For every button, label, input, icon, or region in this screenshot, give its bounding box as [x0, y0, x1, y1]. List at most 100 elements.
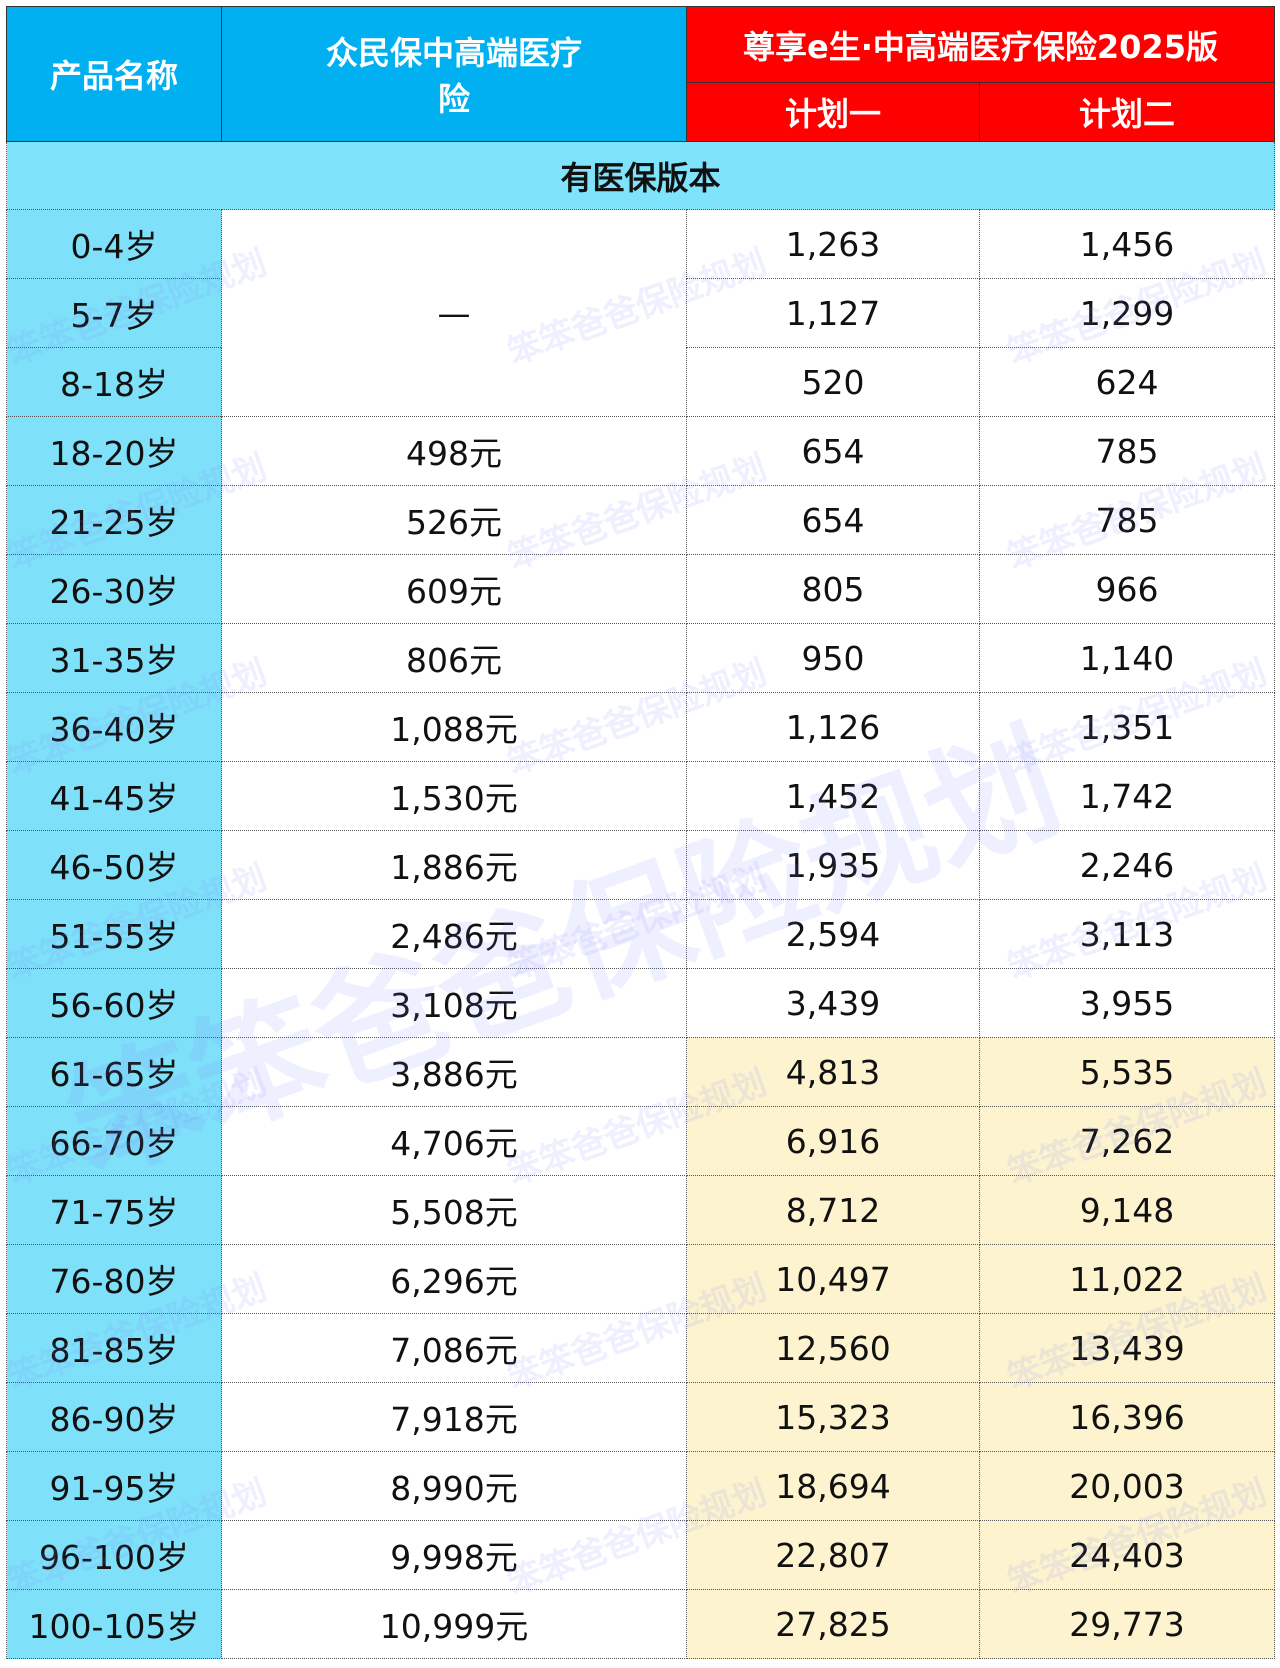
cell: 51-55岁 [6, 899, 222, 969]
cell: 805 [686, 554, 980, 624]
cell: 20,003 [979, 1451, 1275, 1521]
row: 0-4岁 —1,263 1,456 [6, 209, 1275, 417]
cell: 15,323 [686, 1382, 980, 1452]
cell: 1,351 [979, 692, 1275, 762]
cell: 1,088元 [221, 692, 687, 762]
cell: 806元 [221, 623, 687, 693]
cell: 66-70岁 [6, 1106, 222, 1176]
cell: 5,508元 [221, 1175, 687, 1245]
cell: 654 [686, 416, 980, 486]
section-title: 有医保版本 [6, 141, 1275, 210]
cell: — [221, 209, 687, 417]
cell: 654 [686, 485, 980, 555]
row: 71-75岁 5,508元 8,712 9,148 [6, 1175, 1275, 1245]
cell: 31-35岁 [6, 623, 222, 693]
cell: 16,396 [979, 1382, 1275, 1452]
cell: 3,108元 [221, 968, 687, 1038]
row: 18-20岁 498元 654 785 [6, 416, 1275, 486]
header-cell: 众民保中高端医疗险 [221, 6, 687, 142]
cell: 0-4岁 [6, 209, 222, 279]
header-cell: 尊享e生·中高端医疗保险2025版 [686, 6, 1275, 83]
cell: 61-65岁 [6, 1037, 222, 1107]
row: 51-55岁 2,486元 2,594 3,113 [6, 899, 1275, 969]
cell: 29,773 [979, 1589, 1275, 1659]
cell: 18,694 [686, 1451, 980, 1521]
cell: 5,535 [979, 1037, 1275, 1107]
row: 91-95岁 8,990元 18,694 20,003 [6, 1451, 1275, 1521]
row: 46-50岁 1,886元 1,935 2,246 [6, 830, 1275, 900]
cell: 8-18岁 [6, 347, 222, 417]
cell: 3,439 [686, 968, 980, 1038]
cell: 4,813 [686, 1037, 980, 1107]
cell: 10,497 [686, 1244, 980, 1314]
cell: 609元 [221, 554, 687, 624]
cell: 18-20岁 [6, 416, 222, 486]
cell: 1,127 [686, 278, 980, 348]
cell: 7,918元 [221, 1382, 687, 1452]
cell: 966 [979, 554, 1275, 624]
cell: 3,955 [979, 968, 1275, 1038]
cell: 41-45岁 [6, 761, 222, 831]
cell: 86-90岁 [6, 1382, 222, 1452]
cell: 21-25岁 [6, 485, 222, 555]
cell: 8,990元 [221, 1451, 687, 1521]
cell: 2,594 [686, 899, 980, 969]
cell: 785 [979, 485, 1275, 555]
price-table: 产品名称 众民保中高端医疗险 尊享e生·中高端医疗保险2025版 计划一 计划二… [6, 6, 1275, 1659]
row: 31-35岁 806元 950 1,140 [6, 623, 1275, 693]
cell: 96-100岁 [6, 1520, 222, 1590]
row: 36-40岁 1,088元 1,126 1,351 [6, 692, 1275, 762]
cell: 81-85岁 [6, 1313, 222, 1383]
row: 21-25岁 526元 654 785 [6, 485, 1275, 555]
cell: 76-80岁 [6, 1244, 222, 1314]
cell: 520 [686, 347, 980, 417]
row: 86-90岁 7,918元 15,323 16,396 [6, 1382, 1275, 1452]
cell: 1,140 [979, 623, 1275, 693]
cell: 24,403 [979, 1520, 1275, 1590]
cell: 27,825 [686, 1589, 980, 1659]
header-cell: 产品名称 [6, 6, 222, 142]
header-cell: 计划一 [686, 82, 980, 142]
cell: 56-60岁 [6, 968, 222, 1038]
cell: 785 [979, 416, 1275, 486]
row: 76-80岁 6,296元 10,497 11,022 [6, 1244, 1275, 1314]
cell: 100-105岁 [6, 1589, 222, 1659]
cell: 1,456 [979, 209, 1275, 279]
cell: 6,296元 [221, 1244, 687, 1314]
cell: 950 [686, 623, 980, 693]
cell: 13,439 [979, 1313, 1275, 1383]
header-cell: 计划二 [979, 82, 1275, 142]
cell: 91-95岁 [6, 1451, 222, 1521]
cell: 7,086元 [221, 1313, 687, 1383]
cell: 6,916 [686, 1106, 980, 1176]
cell: 1,299 [979, 278, 1275, 348]
cell: 5-7岁 [6, 278, 222, 348]
cell: 46-50岁 [6, 830, 222, 900]
cell: 10,999元 [221, 1589, 687, 1659]
cell: 1,263 [686, 209, 980, 279]
cell: 1,530元 [221, 761, 687, 831]
cell: 1,935 [686, 830, 980, 900]
cell: 2,246 [979, 830, 1275, 900]
cell: 26-30岁 [6, 554, 222, 624]
cell: 8,712 [686, 1175, 980, 1245]
cell: 11,022 [979, 1244, 1275, 1314]
cell: 498元 [221, 416, 687, 486]
row: 100-105岁 10,999元 27,825 29,773 [6, 1589, 1275, 1659]
row: 41-45岁 1,530元 1,452 1,742 [6, 761, 1275, 831]
row: 61-65岁 3,886元 4,813 5,535 [6, 1037, 1275, 1107]
row: 56-60岁 3,108元 3,439 3,955 [6, 968, 1275, 1038]
table-body: 0-4岁 —1,263 1,456 5-7岁 1,127 1,299 8-18岁 520 624… [6, 209, 1275, 1659]
cell: 9,148 [979, 1175, 1275, 1245]
cell: 36-40岁 [6, 692, 222, 762]
cell: 71-75岁 [6, 1175, 222, 1245]
cell: 3,886元 [221, 1037, 687, 1107]
cell: 624 [979, 347, 1275, 417]
cell: 3,113 [979, 899, 1275, 969]
cell: 12,560 [686, 1313, 980, 1383]
cell: 1,886元 [221, 830, 687, 900]
cell: 526元 [221, 485, 687, 555]
row: 81-85岁 7,086元 12,560 13,439 [6, 1313, 1275, 1383]
row: 8-18岁 520 624 [6, 347, 1275, 417]
